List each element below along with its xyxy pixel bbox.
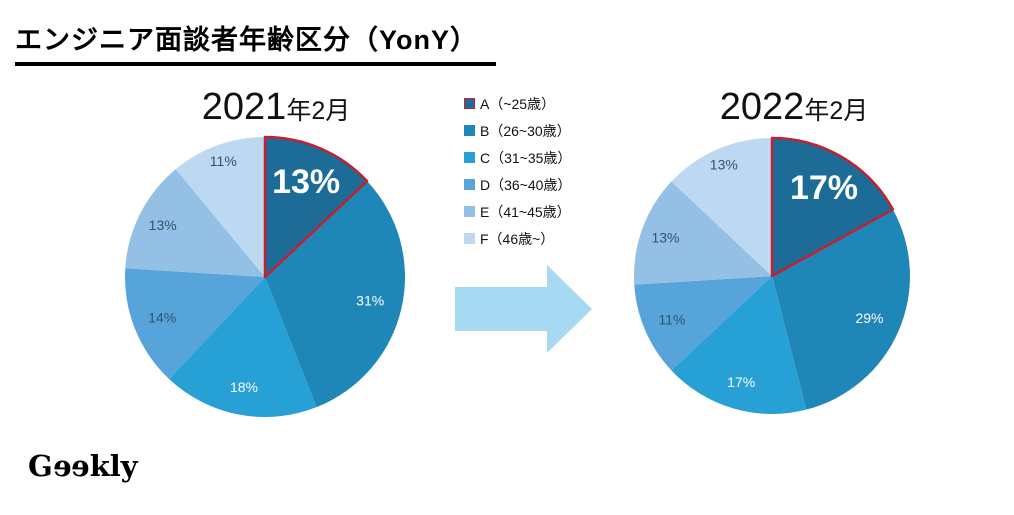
chart-title-2021: 2021年2月 [116,86,436,129]
pie-slice-label-2021-A: 13% [272,163,340,201]
pie-slice-label-2022-B: 29% [855,310,883,326]
legend-label-C: C（31~35歳） [480,149,572,166]
legend-swatch-F-icon [464,233,475,244]
legend-label-E: E（41~45歳） [480,203,571,220]
pie-slice-label-2022-A: 17% [790,169,858,207]
pie-slice-2021-C [169,277,317,418]
pie-slice-label-2021-C: 18% [230,379,258,395]
legend-item-A: A（~25歳） [464,90,571,117]
legend-item-D: D（36~40歳） [464,171,571,198]
legend-label-A: A（~25歳） [480,95,556,112]
legend-swatch-B-icon [464,125,475,136]
legend-item-E: E（41~45歳） [464,198,571,225]
pie-slice-2021-A [265,137,368,277]
pie-slice-2021-E [125,169,265,277]
legend-label-D: D（36~40歳） [480,176,572,193]
pie-slice-2022-B [772,209,910,410]
pie-slice-label-2022-E: 13% [651,230,679,246]
pie-slice-2021-D [125,268,266,380]
pie-slice-2022-D [634,276,772,371]
legend-swatch-D-icon [464,179,475,190]
geekly-logo: Geekly [28,449,138,483]
pie-2022: 17% 29% 17% 11% 13% 13% [633,136,910,414]
legend: A（~25歳） B（26~30歳） C（31~35歳） D（36~40歳） E（41~4… [464,90,571,252]
chart-title-suffix-2022: 年2月 [804,97,869,125]
chart-title-year-2022: 2022 [719,86,805,128]
chart-title-suffix-2021: 年2月 [286,97,351,125]
highlight-outline-2022 [770,136,895,278]
transition-arrow-icon [455,265,592,353]
legend-item-C: C（31~35歳） [464,144,571,171]
pie-slice-label-2022-D: 11% [658,311,685,327]
page-title: エンジニア面談者年齢区分（YonY） [15,18,496,66]
pie-slice-label-2022-F: 13% [710,157,738,173]
chart-title-year-2021: 2021 [201,86,287,128]
logo-reversed-e: e [71,449,90,483]
pie-slice-2022-E [633,181,772,285]
legend-item-F: F（46歳~） [464,225,571,252]
legend-label-B: B（26~30歳） [480,122,571,139]
pie-slice-2021-B [265,181,406,408]
pie-2021: 13% 31% 18% 14% 13% 11% [125,135,406,418]
legend-swatch-E-icon [464,206,475,217]
legend-swatch-A-icon [464,98,475,109]
logo-reversed-e: e [52,449,72,483]
pie-slice-label-2021-E: 13% [149,217,177,233]
pie-slice-label-2022-C: 17% [727,374,755,390]
pie-slice-2022-F [671,138,772,276]
chart-title-2022: 2022年2月 [634,86,954,129]
pie-slice-label-2021-B: 31% [356,293,384,309]
logo-part: kly [89,449,138,483]
legend-swatch-C-icon [464,152,475,163]
legend-label-F: F（46歳~） [480,230,555,247]
pie-slice-2021-F [175,137,265,277]
pie-slice-label-2021-D: 14% [148,310,176,326]
highlight-outline-2021 [263,135,369,279]
legend-item-B: B（26~30歳） [464,117,571,144]
logo-part: G [28,449,53,483]
pie-slice-label-2021-F: 11% [210,153,237,169]
pie-slice-2022-C [671,276,807,414]
